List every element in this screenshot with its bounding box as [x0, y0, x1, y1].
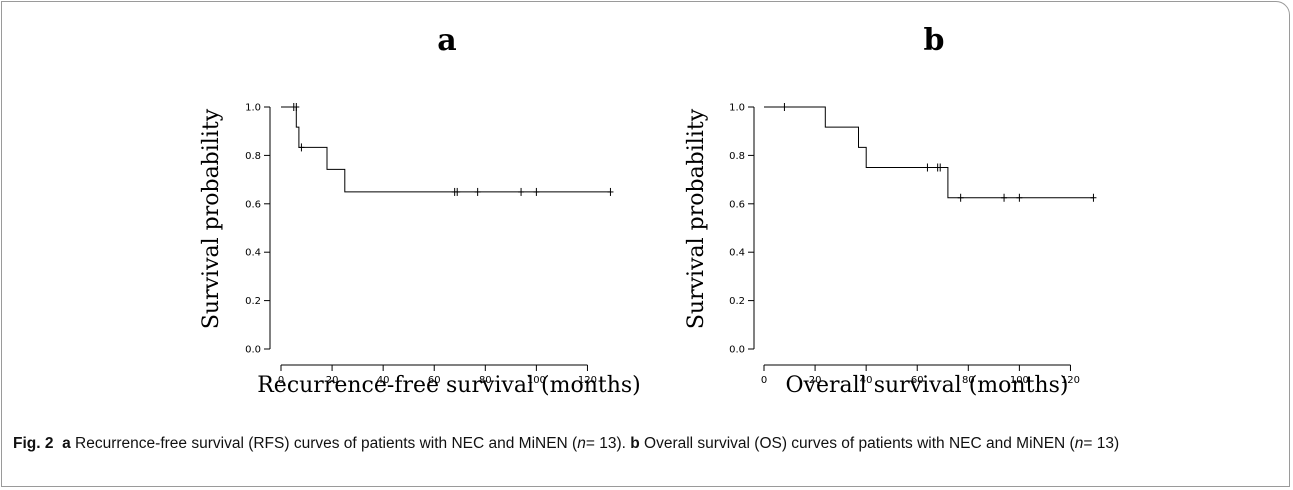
survival-curve — [281, 106, 611, 193]
caption-a-text-2: = 13). — [585, 435, 626, 452]
censor-mark — [781, 103, 788, 111]
y-tick-label: 0.0 — [729, 345, 745, 356]
y-tick-label: 0.4 — [245, 248, 261, 259]
y-tick-label: 0.2 — [729, 296, 745, 307]
y-axis-title: Survival probability — [199, 108, 224, 329]
survival-curve — [764, 106, 1094, 199]
censor-mark — [607, 187, 614, 196]
censor-mark — [1016, 193, 1023, 202]
panel-b: b 0.0 0.2 0.4 0.6 0.8 1.0 0 20 40 60 80 100 120Overal… — [684, 23, 1097, 398]
y-tick-label: 0.8 — [245, 151, 261, 162]
censor-mark — [454, 187, 461, 196]
x-axis-title: Overall survival (months) — [786, 373, 1069, 398]
censor-mark — [1090, 193, 1097, 202]
censor-mark — [937, 163, 944, 172]
y-tick-label: 1.0 — [245, 103, 261, 114]
x-tick-label: 120 — [1061, 375, 1080, 386]
x-tick-label: 0 — [761, 375, 767, 386]
y-tick-label: 1.0 — [729, 103, 745, 114]
x-tick-label: 40 — [860, 375, 873, 386]
x-tick-label: 20 — [326, 375, 339, 386]
panel-a: a 0.0 0.2 0.4 0.6 0.8 1.0 0 20 40 60 80 100 120Recurr… — [199, 23, 641, 398]
caption-a-text-1: Recurrence-free survival (RFS) curves of… — [75, 435, 578, 452]
x-tick-label: 0 — [278, 375, 284, 386]
y-tick-label: 0.6 — [245, 199, 261, 210]
y-axis-title: Survival probability — [684, 108, 709, 329]
panel-title-a: a — [437, 23, 456, 58]
censor-mark — [518, 187, 525, 196]
x-tick-label: 20 — [809, 375, 822, 386]
y-tick-label: 0.6 — [729, 199, 745, 210]
x-tick-label: 40 — [377, 375, 390, 386]
y-tick-label: 0.0 — [245, 345, 261, 356]
x-tick-label: 60 — [428, 375, 441, 386]
x-tick-label: 100 — [527, 375, 546, 386]
x-tick-label: 60 — [911, 375, 924, 386]
x-tick-label: 80 — [479, 375, 492, 386]
y-tick-label: 0.2 — [245, 296, 261, 307]
caption-b-text-2: = 13) — [1083, 435, 1120, 452]
x-tick-label: 80 — [962, 375, 975, 386]
figure-svg: a0.00.20.40.60.81.00 20 40 60 80 100 120Recurr… — [199, 23, 1097, 398]
caption-fig-label: Fig. 2 — [13, 435, 54, 452]
caption-a-label: a — [62, 435, 71, 452]
censor-mark — [293, 103, 300, 111]
y-tick-label: 0.4 — [729, 248, 745, 259]
censor-mark — [1001, 193, 1008, 202]
x-axis-title: Recurrence-free survival (months) — [257, 373, 641, 398]
figure-caption: Fig. 2 a Recurrence-free survival (RFS) … — [13, 433, 1275, 455]
y-tick-label: 0.8 — [729, 151, 745, 162]
caption-b-label: b — [630, 435, 640, 452]
censor-mark — [298, 143, 305, 152]
caption-a-n: n — [577, 435, 586, 452]
censor-mark — [957, 193, 964, 202]
x-tick-label: 100 — [1010, 375, 1029, 386]
caption-b-n: n — [1074, 435, 1084, 452]
x-tick-label: 120 — [578, 375, 597, 386]
censor-mark — [924, 163, 931, 172]
censor-mark — [474, 187, 481, 196]
censor-mark — [533, 187, 540, 196]
panel-title-b: b — [924, 23, 945, 58]
caption-b-text-1: Overall survival (OS) curves of patients… — [644, 435, 1075, 452]
